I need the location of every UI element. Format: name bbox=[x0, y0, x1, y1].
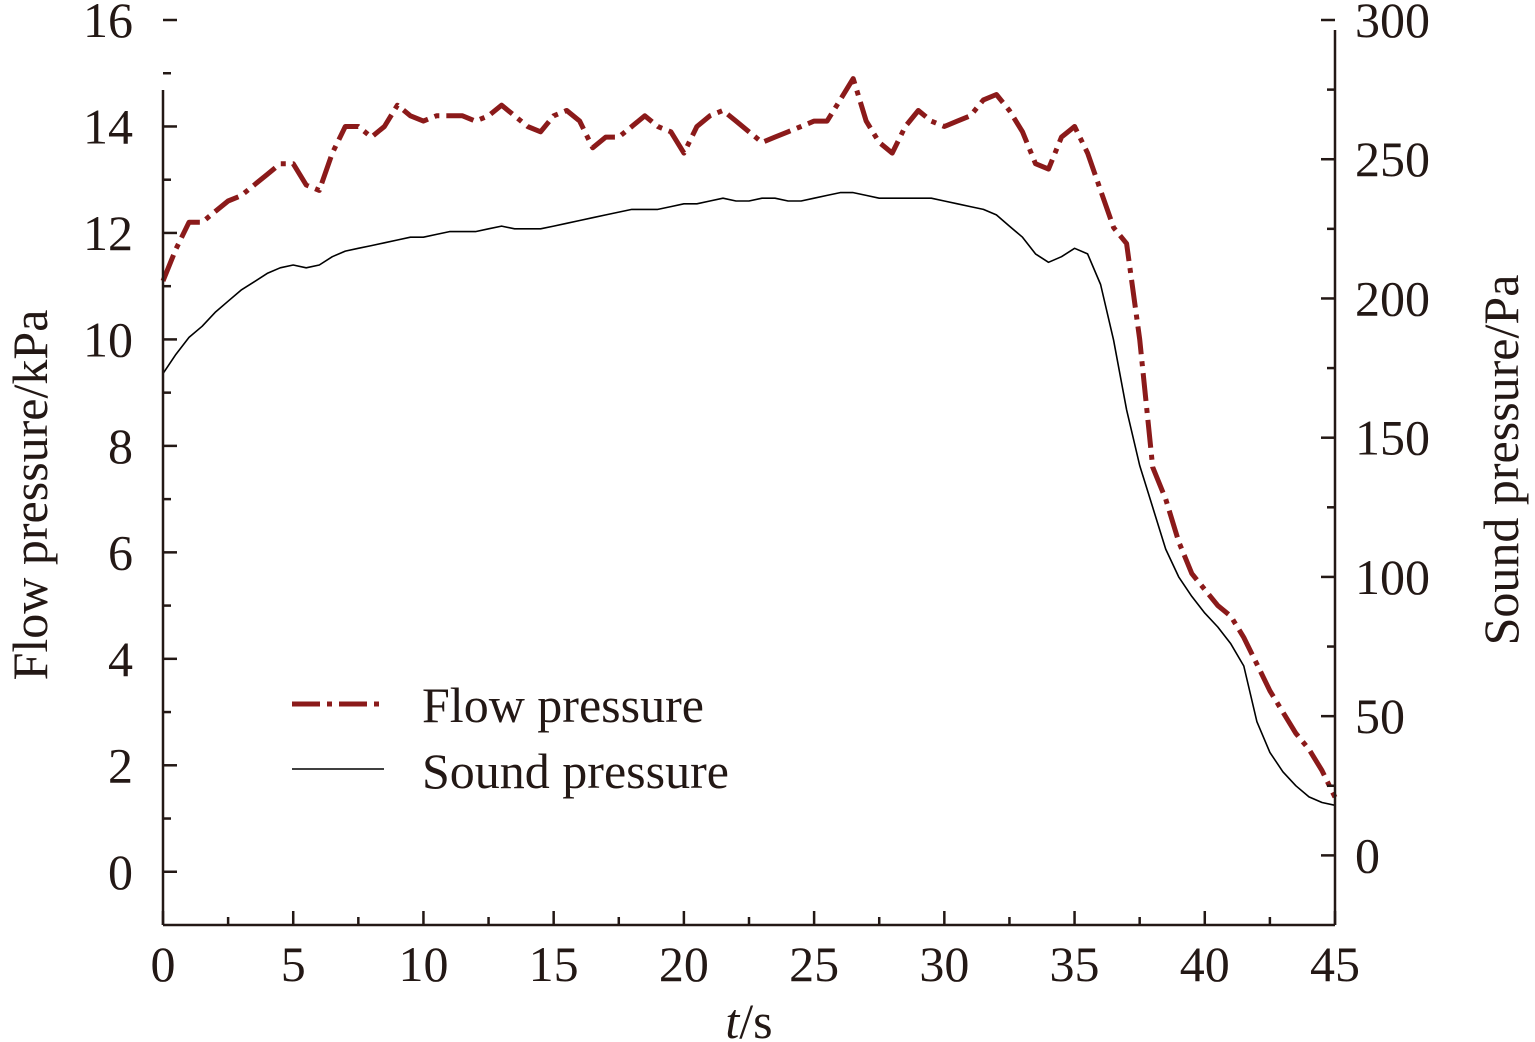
series-line-flow-pressure bbox=[160, 76, 1338, 799]
y-right-tick-label: 50 bbox=[1355, 688, 1405, 744]
y-right-tick-label: 0 bbox=[1355, 827, 1380, 883]
y-left-tick-label: 12 bbox=[83, 205, 133, 261]
y-left-tick-label: 4 bbox=[108, 631, 133, 687]
y-right-axis-title: Sound pressure/Pa bbox=[1473, 275, 1529, 646]
x-axis-title-symbol: t bbox=[725, 993, 740, 1042]
y-left-tick-label: 0 bbox=[108, 844, 133, 900]
x-tick-label: 20 bbox=[659, 936, 709, 992]
y-left-tick-label: 16 bbox=[83, 0, 133, 48]
legend: Flow pressure Sound pressure bbox=[292, 677, 729, 799]
y-left-tick-label: 14 bbox=[83, 98, 133, 154]
x-tick-label: 5 bbox=[281, 936, 306, 992]
legend-label-flow-pressure: Flow pressure bbox=[422, 677, 704, 733]
x-tick-label: 45 bbox=[1310, 936, 1360, 992]
y-left-tick-label: 2 bbox=[108, 737, 133, 793]
x-tick-label: 40 bbox=[1180, 936, 1230, 992]
x-tick-label: 35 bbox=[1050, 936, 1100, 992]
y-left-tick-label: 10 bbox=[83, 311, 133, 367]
x-axis-title-unit: /s bbox=[739, 993, 772, 1042]
x-tick-label: 25 bbox=[789, 936, 839, 992]
y-left-tick-label: 8 bbox=[108, 418, 133, 474]
y-left-axis-title: Flow pressure/kPa bbox=[2, 310, 58, 681]
series-layer bbox=[160, 76, 1338, 807]
y-right-tick-label: 100 bbox=[1355, 549, 1430, 605]
x-axis-title: t/s bbox=[725, 993, 772, 1042]
y-left-tick-label: 6 bbox=[108, 524, 133, 580]
y-right-tick-label: 250 bbox=[1355, 131, 1430, 187]
y-right-tick-label: 150 bbox=[1355, 410, 1430, 466]
series-line-sound-pressure bbox=[162, 191, 1336, 807]
x-tick-label: 0 bbox=[151, 936, 176, 992]
legend-label-sound-pressure: Sound pressure bbox=[422, 743, 729, 799]
x-tick-label: 10 bbox=[398, 936, 448, 992]
y-right-tick-label: 200 bbox=[1355, 270, 1430, 326]
x-tick-label: 30 bbox=[919, 936, 969, 992]
x-tick-label: 15 bbox=[529, 936, 579, 992]
y-right-tick-label: 300 bbox=[1355, 0, 1430, 48]
